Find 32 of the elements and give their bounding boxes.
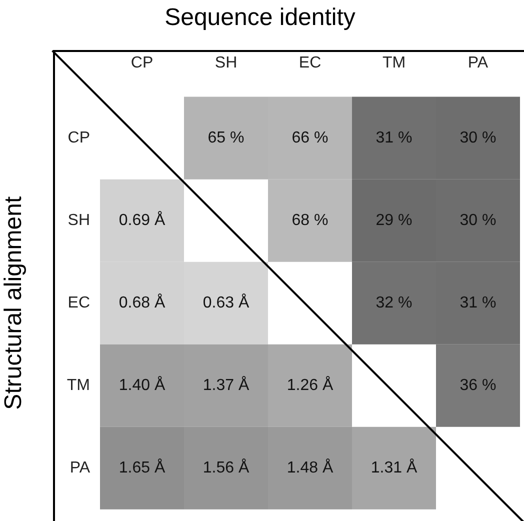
y-tick-label: TM	[66, 377, 90, 394]
data-label: 29 %	[376, 212, 412, 229]
data-label: 65 %	[208, 129, 244, 146]
data-label: 1.65 Å	[118, 458, 166, 477]
data-label: 0.68 Å	[118, 294, 166, 312]
x-tick-label: PA	[468, 54, 488, 72]
data-label: 1.37 Å	[202, 376, 250, 394]
x-tick-label: TM	[382, 54, 406, 72]
data-label: 1.40 Å	[118, 376, 166, 394]
chart-title: Sequence identity	[164, 4, 356, 32]
data-label: 1.48 Å	[286, 458, 334, 477]
x-tick-label: CP	[130, 54, 154, 72]
data-label: 30 %	[460, 212, 496, 229]
y-tick-label: SH	[68, 212, 90, 229]
data-label: 1.56 Å	[202, 458, 250, 477]
data-label: 36 %	[460, 377, 496, 394]
y-axis-title: Structural alignment	[0, 196, 28, 410]
data-label: 0.63 Å	[202, 294, 250, 312]
data-label: 0.69 Å	[118, 210, 166, 229]
x-tick-label: SH	[214, 54, 238, 72]
data-label: 1.26 Å	[286, 376, 334, 394]
data-label: 31 %	[376, 129, 412, 146]
data-label: 1.31 Å	[370, 458, 418, 477]
data-label: 31 %	[460, 294, 496, 312]
data-label: 30 %	[460, 129, 496, 146]
data-label: 32 %	[376, 294, 412, 312]
data-label: 66 %	[292, 129, 328, 146]
y-tick-label: EC	[68, 294, 90, 312]
x-tick-label: EC	[298, 54, 322, 72]
y-tick-label: CP	[68, 129, 90, 146]
data-label: 68 %	[292, 212, 328, 229]
y-tick-label: PA	[70, 460, 90, 477]
